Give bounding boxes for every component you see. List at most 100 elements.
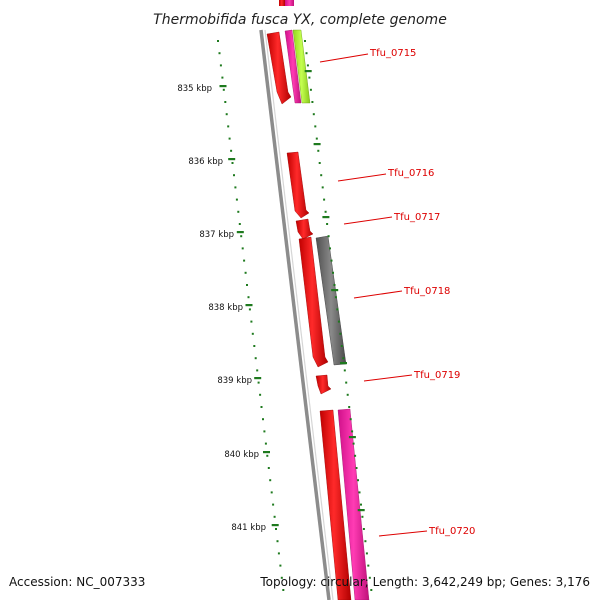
scale-major-tick	[228, 158, 236, 161]
scale-minor-tick	[272, 503, 275, 506]
scale-minor-tick	[230, 149, 233, 152]
scale-minor-tick	[348, 406, 351, 408]
scale-minor-tick	[306, 64, 309, 67]
scale-minor-tick	[332, 271, 334, 274]
scale-minor-tick	[342, 357, 345, 360]
gene-label-tfu-0719[interactable]: Tfu_0719	[413, 370, 460, 381]
leader-tfu-0720	[378, 530, 428, 537]
scale-minor-tick	[340, 345, 343, 347]
scale-minor-tick	[326, 223, 329, 225]
scale-minor-tick	[334, 296, 337, 299]
scale-minor-tick	[336, 308, 339, 311]
scale-minor-tick	[224, 101, 227, 103]
scale-major-tick	[254, 377, 262, 380]
scale-minor-tick	[367, 564, 370, 567]
scale-minor-tick	[362, 528, 365, 530]
scale-minor-tick	[276, 540, 279, 543]
scale-minor-tick	[317, 149, 320, 152]
gene-arrow-tfu-0720-red	[319, 409, 352, 600]
gene-arrow-tfu-0715-pink	[284, 29, 302, 104]
scale-minor-tick	[222, 88, 225, 91]
scale-minor-tick	[321, 186, 324, 189]
scale-major-tick	[340, 362, 347, 365]
gene-label-tfu-0715[interactable]: Tfu_0715	[369, 48, 416, 59]
scale-minor-tick	[360, 503, 362, 506]
scale-minor-tick	[254, 357, 257, 360]
leader-tfu-0716	[337, 173, 387, 182]
gene-labels: Tfu_0715 Tfu_0716 Tfu_0717 Tfu_0718 Tfu_…	[369, 48, 475, 537]
gene-label-tfu-0720[interactable]: Tfu_0720	[428, 526, 475, 537]
genome-backbone	[259, 29, 334, 600]
scale-minor-tick	[267, 467, 270, 469]
scale-minor-tick	[354, 454, 357, 457]
scale-minor-tick	[352, 442, 355, 445]
scale-minor-tick	[318, 162, 321, 164]
scale-label-838: 838 kbp	[208, 303, 243, 313]
scale-minor-tick	[262, 418, 264, 421]
scale-minor-tick	[364, 540, 367, 543]
gene-label-tfu-0718[interactable]: Tfu_0718	[403, 286, 450, 297]
gene-leader-lines	[319, 53, 428, 537]
scale-minor-tick	[218, 52, 221, 55]
gene-arrow-tfu-0719	[315, 374, 332, 395]
scale-minor-tick	[260, 406, 263, 408]
gene-fragment-top	[279, 0, 294, 6]
scale-minor-tick	[337, 320, 340, 323]
scale-ticks-left	[217, 40, 285, 591]
scale-minor-tick	[225, 113, 228, 116]
gene-label-tfu-0716[interactable]: Tfu_0716	[387, 168, 434, 179]
scale-minor-tick	[263, 430, 266, 433]
scale-minor-tick	[217, 40, 219, 42]
scale-minor-tick	[270, 491, 273, 494]
leader-tfu-0717	[343, 216, 393, 225]
gene-arrow-tfu-0717	[295, 218, 314, 240]
scale-minor-tick	[277, 552, 280, 555]
scale-minor-tick	[345, 381, 348, 384]
leader-tfu-0715	[319, 53, 369, 63]
scale-minor-tick	[231, 162, 234, 164]
scale-minor-tick	[304, 40, 306, 42]
scale-minor-tick	[247, 296, 250, 299]
gene-label-tfu-0717[interactable]: Tfu_0717	[393, 212, 440, 223]
scale-label-836: 836 kbp	[188, 157, 223, 167]
map-title: Thermobifida fusca YX, complete genome	[153, 12, 447, 28]
scale-minor-tick	[346, 393, 349, 396]
scale-minor-tick	[343, 369, 346, 372]
scale-label-839: 839 kbp	[217, 376, 252, 386]
scale-minor-tick	[235, 198, 238, 201]
gene-arrow-tfu-0718-adjacent	[298, 236, 329, 368]
scale-minor-tick	[329, 247, 331, 250]
scale-minor-tick	[351, 430, 354, 433]
scale-major-tick	[263, 451, 270, 454]
scale-major-tick	[245, 304, 253, 307]
scale-minor-tick	[370, 589, 373, 591]
scale-minor-tick	[253, 345, 256, 347]
scale-major-tick	[357, 509, 365, 512]
scale-minor-tick	[365, 552, 368, 555]
scale-minor-tick	[266, 454, 269, 457]
scale-minor-tick	[333, 284, 336, 286]
scale-minor-tick	[357, 479, 359, 482]
scale-minor-tick	[246, 284, 248, 286]
scale-minor-tick	[330, 259, 333, 262]
scale-minor-tick	[250, 320, 253, 323]
scale-label-837: 837 kbp	[199, 230, 234, 240]
gene-arrows	[266, 29, 370, 600]
scale-major-tick	[313, 143, 321, 146]
scale-label-841: 841 kbp	[231, 523, 266, 533]
scale-minor-tick	[228, 137, 231, 140]
leader-tfu-0718	[353, 290, 403, 299]
scale-label-840: 840 kbp	[224, 450, 259, 460]
scale-minor-tick	[244, 271, 247, 274]
scale-minor-tick	[219, 64, 222, 67]
scale-minor-tick	[221, 76, 224, 79]
scale-major-tick	[219, 85, 227, 88]
scale-minor-tick	[227, 125, 230, 128]
gene-arrow-tfu-0715-red	[266, 31, 292, 105]
scale-minor-tick	[358, 491, 361, 494]
scale-major-tick	[322, 216, 330, 219]
scale-major-tick	[236, 231, 244, 234]
scale-minor-tick	[243, 259, 246, 262]
scale-minor-tick	[233, 174, 235, 177]
scale-minor-tick	[315, 137, 318, 140]
